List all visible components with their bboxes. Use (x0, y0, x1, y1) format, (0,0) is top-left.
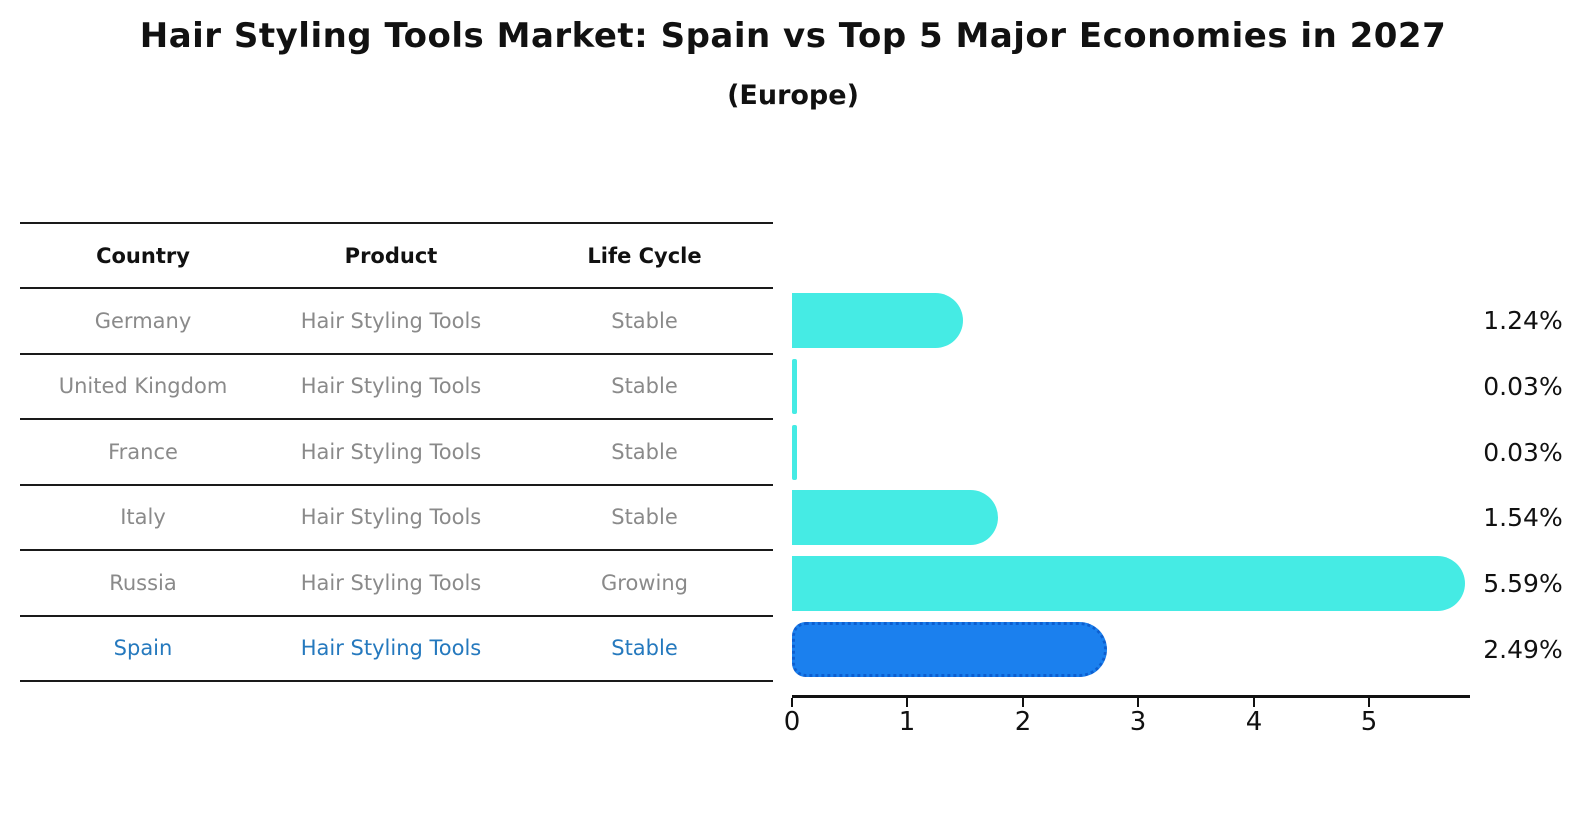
x-axis-tick-label: 3 (1129, 707, 1147, 737)
table-header-row: Country Product Life Cycle (20, 224, 773, 289)
table-cell-product: Hair Styling Tools (300, 374, 482, 399)
table-cell-life-cycle: Stable (611, 374, 678, 399)
x-axis-tick-label: 2 (1014, 707, 1032, 737)
table-row: France Hair Styling Tools Stable (20, 420, 773, 486)
table-cell-product: Hair Styling Tools (300, 636, 482, 661)
table-cell-life-cycle: Stable (611, 505, 678, 530)
x-axis-tick-label: 4 (1245, 707, 1263, 737)
table-cell-life-cycle: Growing (601, 570, 688, 595)
bar-italy (792, 490, 998, 545)
table-cell-country: Italy (120, 505, 166, 530)
column-header: Country (96, 243, 190, 268)
bar-value-label: 0.03% (1483, 438, 1563, 467)
table-cell-country: Germany (94, 308, 192, 333)
chart-title: Hair Styling Tools Market: Spain vs Top … (139, 16, 1447, 56)
x-axis-tick (906, 698, 908, 707)
bar-value-label: 0.03% (1483, 372, 1563, 401)
x-axis-tick-label: 1 (898, 707, 916, 737)
bar-russia (792, 556, 1465, 611)
bar-united-kingdom (792, 359, 797, 414)
bar-value-label: 1.24% (1483, 306, 1563, 335)
table-cell-life-cycle: Stable (611, 636, 678, 661)
table-row: Germany Hair Styling Tools Stable (20, 289, 773, 355)
table-row: Russia Hair Styling Tools Growing (20, 551, 773, 617)
bar-value-label: 5.59% (1483, 569, 1563, 598)
bar-germany (792, 293, 963, 348)
x-axis-tick-label: 0 (783, 707, 801, 737)
bar-value-label: 2.49% (1483, 635, 1563, 664)
table-row: Italy Hair Styling Tools Stable (20, 486, 773, 551)
table-row: Spain Hair Styling Tools Stable (20, 617, 773, 682)
bar-france (792, 425, 797, 480)
column-header: Life Cycle (587, 243, 702, 268)
bar-value-label: 1.54% (1483, 503, 1563, 532)
table-cell-product: Hair Styling Tools (300, 570, 482, 595)
bar-spain (792, 622, 1107, 677)
table-cell-country: France (108, 439, 178, 464)
table-cell-product: Hair Styling Tools (300, 308, 482, 333)
table-cell-product: Hair Styling Tools (300, 505, 482, 530)
table-cell-country: United Kingdom (58, 374, 228, 399)
x-axis-tick-label: 5 (1360, 707, 1378, 737)
chart-subtitle: (Europe) (727, 80, 859, 111)
x-axis-tick (1137, 698, 1139, 707)
country-table: Country Product Life Cycle Germany Hair Styl… (20, 222, 773, 682)
x-axis-tick (1022, 698, 1024, 707)
x-axis-line (792, 695, 1470, 698)
x-axis-tick (1368, 698, 1370, 707)
column-header: Product (344, 243, 438, 268)
table-cell-life-cycle: Stable (611, 308, 678, 333)
table-cell-country: Spain (113, 636, 173, 661)
table-cell-product: Hair Styling Tools (300, 439, 482, 464)
table-cell-country: Russia (109, 570, 177, 595)
table-cell-life-cycle: Stable (611, 439, 678, 464)
x-axis-tick (1253, 698, 1255, 707)
table-row: United Kingdom Hair Styling Tools Stable (20, 355, 773, 420)
x-axis-tick (791, 698, 793, 707)
